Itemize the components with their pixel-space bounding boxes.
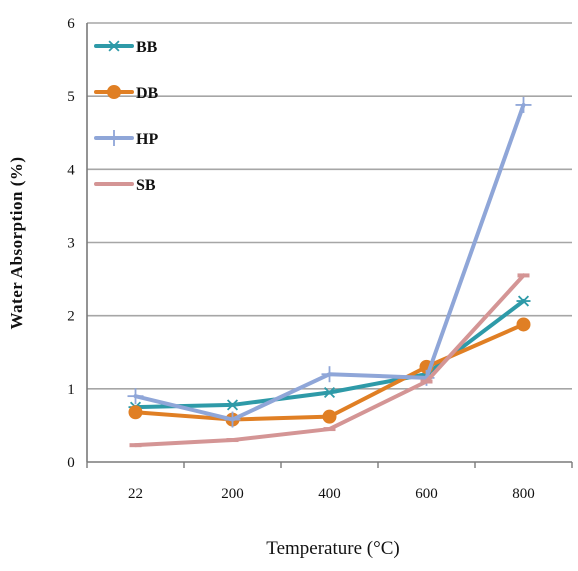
legend-label-db: DB [136,85,159,102]
y-tick-label: 1 [67,382,75,398]
x-tick-label-400: 400 [318,486,341,502]
series-line-bb [133,299,526,410]
y-tick-label: 6 [67,16,75,32]
x-tick-label-800: 800 [512,486,535,502]
point-db-800 [516,317,531,332]
point-hp-400 [321,366,338,383]
point-db-400 [322,409,337,424]
point-bb-200 [225,399,240,411]
axes [86,23,573,468]
x-tick-label-200: 200 [221,486,244,502]
legend-marker-bb [107,40,121,52]
point-db-22 [128,405,143,420]
legend-label-sb: SB [136,177,156,194]
y-tick-label: 2 [67,309,75,325]
y-tick-label: 0 [67,455,75,471]
x-tick-label-22: 22 [128,486,143,502]
series-layer [127,96,532,448]
point-hp-200 [224,411,241,428]
legend-item-bb: BB [94,39,158,56]
legend-item-db: DB [94,85,159,102]
y-tick-label: 3 [67,236,75,252]
legend-marker-db [107,85,121,99]
y-axis-label: Water Absorption (%) [7,156,26,329]
legend-label-hp: HP [136,131,158,148]
legend-marker-hp [106,130,122,146]
x-tick-label-600: 600 [415,486,438,502]
point-bb-800 [516,295,531,307]
point-hp-22 [127,388,144,405]
legend-item-sb: SB [94,177,156,194]
grid-lines [87,22,572,390]
legend: BB DB HP SB [94,39,159,194]
x-tick-labels: 22 200 400 600 800 [128,486,535,502]
x-axis-label: Temperature (°C) [266,538,399,559]
point-bb-400 [322,386,337,399]
y-tick-label: 5 [67,89,75,105]
y-tick-labels: 0 1 2 3 4 5 6 [67,16,75,471]
legend-item-hp: HP [94,130,158,148]
legend-label-bb: BB [136,39,158,56]
point-hp-800 [515,96,532,113]
y-tick-label: 4 [67,162,75,178]
